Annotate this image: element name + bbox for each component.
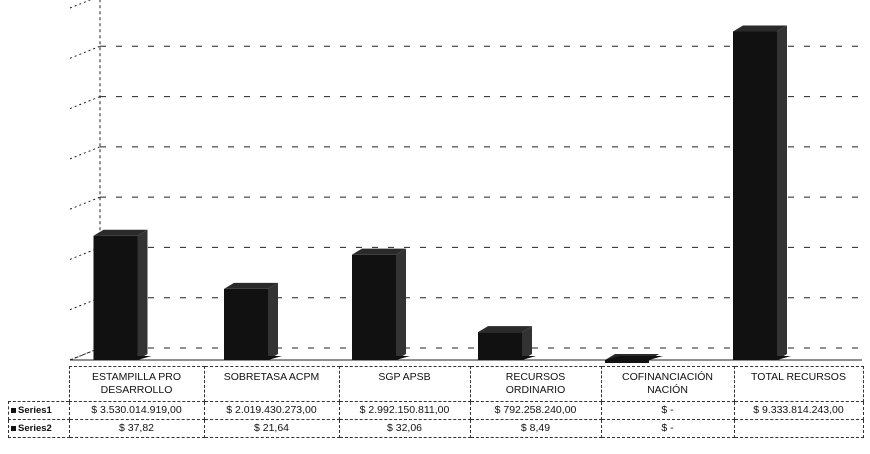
data-cell: $ - bbox=[600, 401, 735, 420]
data-table-row: Series2 $ 37,82 $ 21,64 $ 32,06 $ 8,49 $… bbox=[8, 419, 864, 438]
data-cell: $ 32,06 bbox=[338, 419, 471, 438]
series-name: Series2 bbox=[18, 423, 52, 434]
series-legend-key: Series2 bbox=[8, 419, 70, 438]
bar bbox=[478, 332, 522, 360]
bar-side-face bbox=[137, 229, 148, 360]
series-name: Series1 bbox=[18, 405, 52, 416]
data-table: ESTAMPILLA PRO DESARROLLO SOBRETASA ACPM… bbox=[8, 366, 864, 438]
category-header: TOTAL RECURSOS bbox=[733, 366, 864, 402]
bar-side-face bbox=[522, 326, 532, 360]
bar bbox=[93, 235, 138, 360]
category-label: COFINANCIACIÓN bbox=[621, 371, 713, 383]
data-table-corner bbox=[9, 367, 70, 402]
category-header: SGP APSB bbox=[338, 366, 471, 402]
bar-side-face bbox=[396, 248, 406, 360]
category-label: TOTAL RECURSOS bbox=[751, 371, 846, 383]
data-cell: $ 3.530.014.919,00 bbox=[68, 401, 205, 420]
bar-side-face bbox=[268, 282, 278, 360]
data-cell bbox=[733, 419, 864, 438]
gridline-side bbox=[69, 96, 101, 110]
bar-shadow bbox=[478, 356, 536, 360]
bar-top-face bbox=[733, 25, 787, 32]
category-header: SOBRETASA ACPM bbox=[203, 366, 340, 402]
category-label: SGP APSB bbox=[378, 371, 431, 383]
data-cell: $ 37,82 bbox=[68, 419, 205, 438]
bar-top-face bbox=[93, 229, 148, 236]
category-header: ESTAMPILLA PRO DESARROLLO bbox=[68, 366, 205, 402]
legend-swatch-icon bbox=[11, 407, 16, 413]
bar-shadow bbox=[93, 356, 152, 360]
category-header: COFINANCIACIÓN NACIÓN bbox=[600, 366, 735, 402]
bar-top-face bbox=[478, 326, 532, 333]
data-cell: $ 21,64 bbox=[203, 419, 340, 438]
category-label: SOBRETASA ACPM bbox=[223, 371, 320, 383]
gridline-side bbox=[69, 196, 101, 210]
data-cell: $ 792.258.240,00 bbox=[469, 401, 602, 420]
gridline-side bbox=[69, 146, 101, 160]
category-label: ESTAMPILLA PRO bbox=[91, 371, 182, 383]
category-label: ORDINARIO bbox=[505, 384, 566, 396]
data-table-header-row: ESTAMPILLA PRO DESARROLLO SOBRETASA ACPM… bbox=[9, 366, 864, 402]
bar bbox=[224, 288, 268, 360]
series-legend-key: Series1 bbox=[8, 401, 70, 420]
bar-shadow bbox=[733, 356, 791, 360]
chart-area bbox=[69, 0, 862, 363]
gridline-side bbox=[69, 0, 92, 9]
legend-swatch-icon bbox=[11, 425, 16, 431]
bar-shadow bbox=[352, 356, 410, 360]
data-cell: $ 8,49 bbox=[469, 419, 602, 438]
bar bbox=[352, 254, 396, 360]
category-label: DESARROLLO bbox=[100, 384, 173, 396]
bar-top-face bbox=[352, 248, 406, 255]
data-cell: $ - bbox=[600, 419, 735, 438]
category-label: NACIÓN bbox=[647, 384, 688, 396]
data-table-row: Series1 $ 3.530.014.919,00 $ 2.019.430.2… bbox=[8, 401, 864, 420]
bar bbox=[733, 31, 777, 361]
chart-plot bbox=[69, 0, 862, 363]
data-cell: $ 2.019.430.273,00 bbox=[203, 401, 340, 420]
category-label: RECURSOS bbox=[505, 371, 566, 383]
gridline-side bbox=[69, 45, 101, 59]
bar bbox=[605, 360, 649, 363]
bar-shadow bbox=[605, 356, 663, 360]
bar-top-face bbox=[224, 282, 278, 289]
bar-shadow bbox=[224, 356, 282, 360]
category-header: RECURSOS ORDINARIO bbox=[469, 366, 602, 402]
data-cell: $ 9.333.814.243,00 bbox=[733, 401, 864, 420]
bar-side-face bbox=[777, 25, 787, 361]
data-cell: $ 2.992.150.811,00 bbox=[338, 401, 471, 420]
